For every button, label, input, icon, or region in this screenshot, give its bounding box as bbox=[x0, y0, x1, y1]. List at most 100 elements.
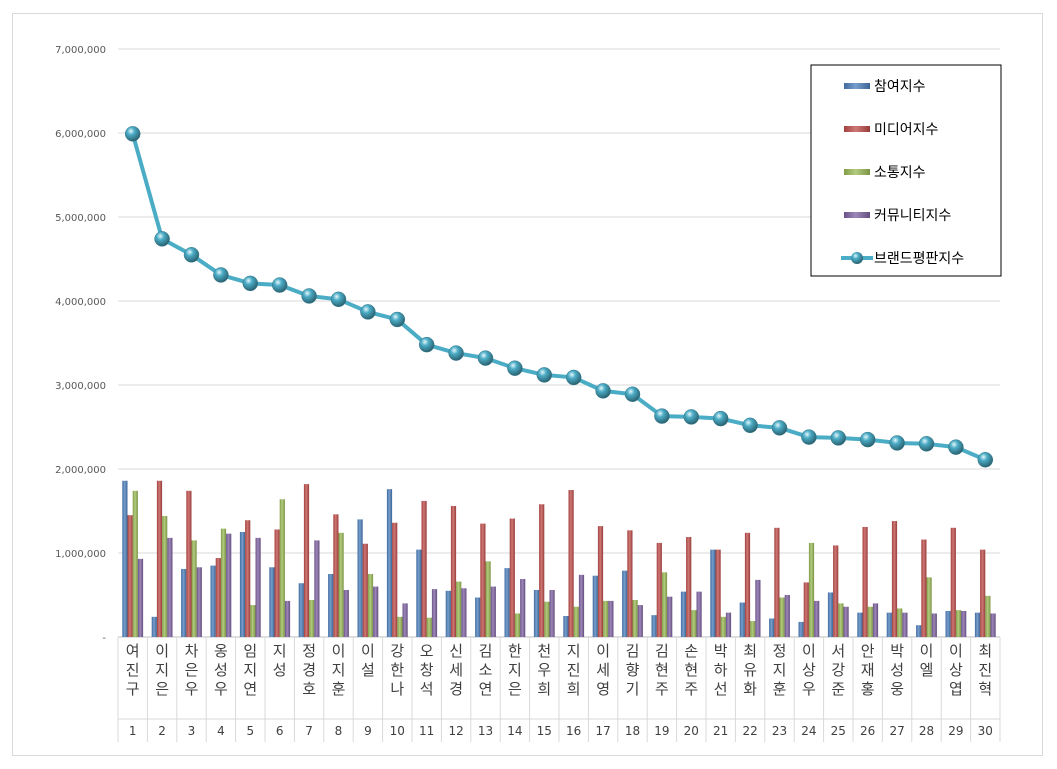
bar-communication bbox=[603, 600, 609, 637]
brand-reputation-marker bbox=[654, 408, 670, 424]
bar-participation bbox=[739, 602, 745, 637]
bar-participation bbox=[710, 549, 716, 637]
bar-community bbox=[902, 612, 908, 637]
bar-communication bbox=[426, 617, 432, 637]
bar-participation bbox=[269, 567, 275, 637]
legend-swatch-participation bbox=[844, 83, 870, 89]
bar-media bbox=[656, 542, 662, 637]
brand-reputation-marker bbox=[712, 410, 729, 427]
bar-communication bbox=[897, 608, 903, 637]
x-category-rank: 20 bbox=[684, 724, 699, 738]
bar-media bbox=[303, 484, 310, 637]
brand-reputation-marker bbox=[565, 369, 582, 386]
x-category-rank: 21 bbox=[713, 724, 728, 738]
bar-community bbox=[696, 591, 702, 637]
bar-community bbox=[637, 605, 643, 637]
bar-media bbox=[921, 539, 927, 637]
bar-media bbox=[156, 480, 163, 637]
brand-reputation-marker bbox=[477, 350, 494, 366]
legend-swatch-communication bbox=[844, 169, 870, 175]
bar-community bbox=[255, 537, 261, 637]
bar-communication bbox=[808, 542, 815, 637]
brand-reputation-marker bbox=[830, 430, 847, 446]
bar-community bbox=[872, 603, 879, 637]
brand-reputation-marker bbox=[918, 436, 935, 452]
bar-communication bbox=[632, 600, 638, 637]
legend-label: 브랜드평판지수 bbox=[874, 251, 964, 267]
bar-participation bbox=[680, 591, 687, 637]
bar-communication bbox=[397, 616, 403, 637]
brand-reputation-marker bbox=[948, 439, 964, 455]
legend-label: 소통지수 bbox=[874, 165, 926, 181]
bar-participation bbox=[298, 583, 304, 637]
bar-media bbox=[215, 558, 221, 637]
bar-communication bbox=[220, 528, 227, 637]
bar-participation bbox=[328, 574, 334, 637]
bar-community bbox=[137, 558, 144, 637]
brand-reputation-marker bbox=[771, 420, 788, 436]
bar-participation bbox=[974, 612, 981, 637]
bar-communication bbox=[367, 574, 374, 637]
y-tick-label: - bbox=[102, 633, 106, 644]
y-tick-label: 4,000,000 bbox=[55, 297, 106, 308]
bar-media bbox=[686, 537, 692, 637]
bar-participation bbox=[416, 549, 422, 637]
bar-communication bbox=[955, 610, 962, 637]
brand-reputation-chart: - 1,000,000 2,000,000 3,000,000 4,000,000 5,0… bbox=[55, 45, 1002, 742]
y-tick-label: 2,000,000 bbox=[55, 465, 106, 476]
bar-participation bbox=[181, 568, 187, 637]
x-category-rank: 8 bbox=[335, 724, 343, 738]
brand-reputation-marker bbox=[536, 367, 553, 383]
bar-media bbox=[891, 521, 898, 637]
bar-community bbox=[578, 574, 585, 637]
x-category-rank: 18 bbox=[625, 724, 640, 738]
y-tick-label: 1,000,000 bbox=[55, 549, 106, 560]
x-category-rank: 26 bbox=[860, 724, 875, 738]
bar-community bbox=[843, 606, 849, 637]
bar-media bbox=[245, 520, 251, 637]
bar-participation bbox=[151, 616, 157, 637]
bar-participation bbox=[622, 570, 628, 637]
brand-reputation-marker bbox=[213, 267, 229, 283]
bar-participation bbox=[945, 610, 951, 637]
bar-communication bbox=[162, 516, 168, 637]
brand-reputation-marker bbox=[859, 431, 876, 448]
x-category-rank: 25 bbox=[831, 724, 846, 738]
bar-communication bbox=[485, 561, 491, 637]
bar-media bbox=[627, 530, 633, 637]
bar-community bbox=[284, 600, 291, 637]
brand-reputation-marker bbox=[742, 417, 758, 434]
bar-participation bbox=[827, 592, 834, 637]
bar-communication bbox=[191, 540, 197, 637]
bar-participation bbox=[769, 618, 775, 637]
bar-communication bbox=[838, 603, 844, 637]
bar-communication bbox=[720, 616, 726, 637]
bar-participation bbox=[533, 589, 540, 637]
bar-communication bbox=[926, 577, 932, 637]
y-tick-label: 7,000,000 bbox=[55, 45, 106, 56]
bar-media bbox=[392, 522, 398, 637]
bar-participation bbox=[386, 489, 393, 637]
bar-community bbox=[490, 586, 496, 637]
bar-communication bbox=[573, 606, 579, 637]
bar-community bbox=[196, 567, 202, 637]
bar-participation bbox=[210, 565, 216, 637]
bar-participation bbox=[504, 568, 510, 637]
brand-reputation-marker bbox=[301, 288, 317, 304]
x-category-rank: 12 bbox=[448, 724, 463, 738]
x-category-rank: 3 bbox=[188, 724, 196, 738]
x-category-rank: 10 bbox=[390, 724, 405, 738]
brand-reputation-marker bbox=[889, 435, 905, 451]
bar-media bbox=[480, 523, 486, 637]
bar-community bbox=[608, 600, 614, 637]
x-category-rank: 17 bbox=[595, 724, 610, 738]
